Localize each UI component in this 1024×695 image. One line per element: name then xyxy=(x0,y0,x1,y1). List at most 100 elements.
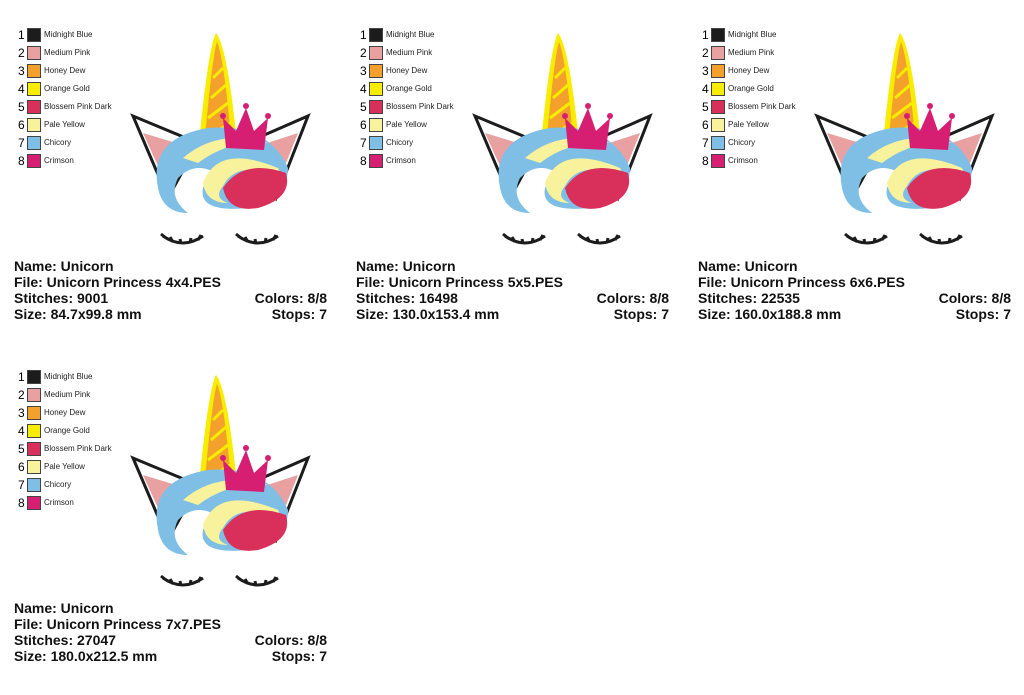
info-row: Size: 180.0x212.5 mm Stops: 7 xyxy=(14,648,327,664)
stops: Stops: 7 xyxy=(613,306,669,322)
color-number: 3 xyxy=(702,64,709,78)
color-swatch xyxy=(711,136,725,150)
file-name: File: Unicorn Princess 6x6.PES xyxy=(698,274,905,290)
color-name: Midnight Blue xyxy=(728,30,777,39)
color-number: 1 xyxy=(702,28,709,42)
color-name: Crimson xyxy=(44,156,74,165)
color-number: 1 xyxy=(18,28,25,42)
color-name: Pale Yellow xyxy=(44,120,85,129)
color-number: 3 xyxy=(18,64,25,78)
colors-count: Colors: 8/8 xyxy=(596,290,669,306)
color-number: 4 xyxy=(18,424,25,438)
stitches: Stitches: 22535 xyxy=(698,290,800,306)
color-swatch xyxy=(369,46,383,60)
color-name: Chicory xyxy=(44,138,72,147)
design-name: Name: Unicorn xyxy=(14,258,114,274)
color-swatch xyxy=(369,136,383,150)
color-swatch xyxy=(27,46,41,60)
color-number: 5 xyxy=(18,100,25,114)
color-name: Blossem Pink Dark xyxy=(44,444,112,453)
color-swatch xyxy=(27,442,41,456)
color-name: Medium Pink xyxy=(44,390,91,399)
color-swatch xyxy=(369,82,383,96)
color-name: Midnight Blue xyxy=(44,30,93,39)
size: Size: 84.7x99.8 mm xyxy=(14,306,142,322)
color-name: Blossem Pink Dark xyxy=(386,102,454,111)
unicorn-image xyxy=(131,31,310,246)
color-swatch xyxy=(27,478,41,492)
color-number: 5 xyxy=(702,100,709,114)
unicorn-image xyxy=(815,31,994,246)
color-name: Chicory xyxy=(386,138,414,147)
color-swatch xyxy=(711,46,725,60)
color-swatch xyxy=(711,82,725,96)
info-row: Size: 160.0x188.8 mm Stops: 7 xyxy=(698,306,1011,322)
design-name: Name: Unicorn xyxy=(356,258,456,274)
size: Size: 130.0x153.4 mm xyxy=(356,306,500,322)
design-info: Name: Unicorn File: Unicorn Princess 7x7.… xyxy=(14,600,327,664)
info-row: File: Unicorn Princess 6x6.PES xyxy=(698,274,1011,290)
color-number: 4 xyxy=(702,82,709,96)
color-swatch xyxy=(711,118,725,132)
stops: Stops: 7 xyxy=(955,306,1011,322)
design-panel: 1 Midnight Blue 2 Medium Pink 3 Honey Dew 4 Ora… xyxy=(14,28,330,338)
stops: Stops: 7 xyxy=(271,306,327,322)
color-name: Pale Yellow xyxy=(44,462,85,471)
info-row: Size: 84.7x99.8 mm Stops: 7 xyxy=(14,306,327,322)
color-name: Blossem Pink Dark xyxy=(44,102,112,111)
color-number: 3 xyxy=(360,64,367,78)
color-swatch xyxy=(27,154,41,168)
color-swatch xyxy=(27,424,41,438)
color-name: Honey Dew xyxy=(44,408,86,417)
info-row: Stitches: 16498 Colors: 8/8 xyxy=(356,290,669,306)
info-row: File: Unicorn Princess 4x4.PES xyxy=(14,274,327,290)
color-number: 2 xyxy=(18,388,25,402)
color-number: 1 xyxy=(18,370,25,384)
color-number: 8 xyxy=(360,154,367,168)
color-swatch xyxy=(27,388,41,402)
color-number: 4 xyxy=(360,82,367,96)
color-number: 8 xyxy=(18,154,25,168)
color-number: 1 xyxy=(360,28,367,42)
color-name: Midnight Blue xyxy=(386,30,435,39)
color-number: 7 xyxy=(360,136,367,150)
color-name: Chicory xyxy=(44,480,72,489)
info-row: Stitches: 9001 Colors: 8/8 xyxy=(14,290,327,306)
color-swatch xyxy=(711,100,725,114)
stitches: Stitches: 9001 xyxy=(14,290,109,306)
color-name: Orange Gold xyxy=(44,84,90,93)
unicorn-image xyxy=(131,373,310,588)
color-swatch xyxy=(711,28,725,42)
color-swatch xyxy=(27,118,41,132)
stitches: Stitches: 27047 xyxy=(14,632,116,648)
design-info: Name: Unicorn File: Unicorn Princess 5x5.… xyxy=(356,258,669,322)
color-number: 5 xyxy=(18,442,25,456)
design-panel: 1 Midnight Blue 2 Medium Pink 3 Honey Dew 4 Ora… xyxy=(698,28,1014,338)
color-swatch xyxy=(369,154,383,168)
design-info: Name: Unicorn File: Unicorn Princess 4x4.… xyxy=(14,258,327,322)
color-number: 6 xyxy=(18,460,25,474)
stops: Stops: 7 xyxy=(271,648,327,664)
color-swatch xyxy=(27,100,41,114)
color-name: Medium Pink xyxy=(386,48,433,57)
design-preview xyxy=(473,31,652,246)
info-row: Size: 130.0x153.4 mm Stops: 7 xyxy=(356,306,669,322)
color-swatch xyxy=(711,154,725,168)
color-name: Pale Yellow xyxy=(386,120,427,129)
color-swatch xyxy=(369,118,383,132)
info-row: Name: Unicorn xyxy=(14,258,327,274)
color-name: Orange Gold xyxy=(728,84,774,93)
design-name: Name: Unicorn xyxy=(698,258,798,274)
info-row: Stitches: 27047 Colors: 8/8 xyxy=(14,632,327,648)
file-name: File: Unicorn Princess 7x7.PES xyxy=(14,616,221,632)
color-swatch xyxy=(27,136,41,150)
color-swatch xyxy=(27,496,41,510)
color-name: Orange Gold xyxy=(386,84,432,93)
colors-count: Colors: 8/8 xyxy=(254,290,327,306)
info-row: Name: Unicorn xyxy=(14,600,327,616)
color-name: Honey Dew xyxy=(728,66,770,75)
color-number: 7 xyxy=(18,478,25,492)
color-number: 5 xyxy=(360,100,367,114)
colors-count: Colors: 8/8 xyxy=(938,290,1011,306)
